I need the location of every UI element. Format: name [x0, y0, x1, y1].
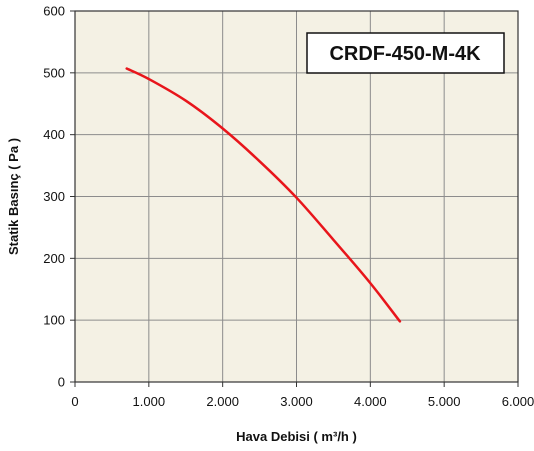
x-tick-label: 1.000 [133, 394, 166, 409]
y-axis-ticks: 0 100 200 300 400 500 600 [43, 4, 75, 390]
x-tick-label: 0 [71, 394, 78, 409]
x-tick-label: 2.000 [206, 394, 239, 409]
y-tick-label: 400 [43, 127, 65, 142]
y-tick-label: 100 [43, 313, 65, 328]
x-axis-title: Hava Debisi ( m³/h ) [236, 429, 357, 444]
x-tick-label: 4.000 [354, 394, 387, 409]
x-tick-label: 3.000 [280, 394, 313, 409]
model-label-box: CRDF-450-M-4K [307, 33, 504, 73]
x-tick-label: 6.000 [502, 394, 534, 409]
y-tick-label: 200 [43, 251, 65, 266]
x-axis-ticks: 0 1.000 2.000 3.000 4.000 5.000 6.000 [71, 382, 534, 409]
y-tick-label: 300 [43, 189, 65, 204]
y-tick-label: 0 [58, 375, 65, 390]
chart-title: CRDF-450-M-4K [329, 43, 481, 65]
y-tick-label: 600 [43, 4, 65, 19]
y-tick-label: 500 [43, 65, 65, 80]
x-tick-label: 5.000 [428, 394, 461, 409]
y-axis-title: Statik Basınç ( Pa ) [6, 138, 21, 255]
